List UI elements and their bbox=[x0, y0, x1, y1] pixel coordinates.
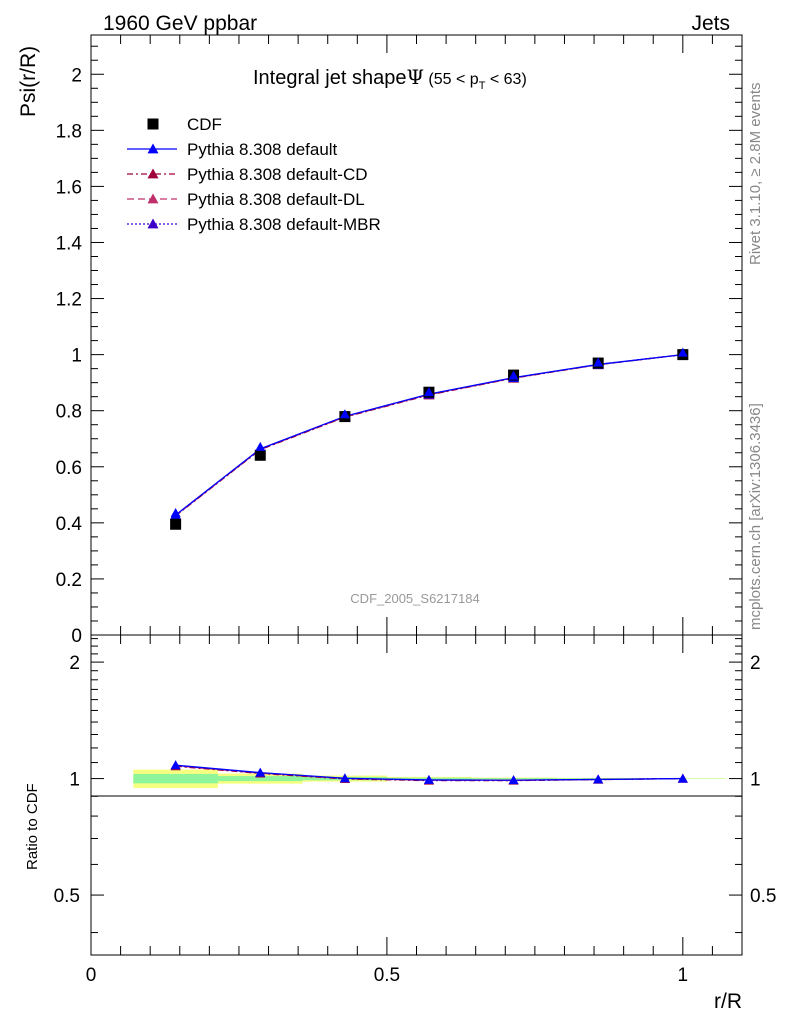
chart-title-main: Integral jet shape bbox=[253, 67, 406, 89]
ratio-y-tick-label: 2 bbox=[69, 653, 80, 674]
ratio-point-pythia-8-308-default bbox=[423, 774, 434, 784]
ratio-y-tick-label: 0.5 bbox=[54, 886, 80, 907]
chart-title-range-sub: T bbox=[479, 80, 486, 92]
series-line-pythia-8-308-default bbox=[175, 353, 683, 516]
series-line-pythia-8-308-default-dl bbox=[175, 353, 683, 517]
ratio-panel: 0.5 0.51 12 2 0 0.5 1 Ratio to CDF r/R bbox=[24, 634, 776, 1013]
legend: CDF Pythia 8.308 default Pythia 8.308 defa… bbox=[127, 115, 381, 234]
chart-title-range-post: < 63) bbox=[485, 71, 526, 88]
main-y-ticks: 0 0.2 0.4 0.6 0.8 1 1.2 1.4 1.6 1.8 2 bbox=[56, 45, 742, 647]
ratio-point-pythia-8-308-default bbox=[255, 767, 266, 777]
ratio-series-layer bbox=[170, 760, 688, 785]
main-series-layer bbox=[170, 347, 689, 530]
main-y-tick-label: 0.6 bbox=[56, 458, 82, 479]
ratio-point-pythia-8-308-default bbox=[170, 760, 181, 770]
legend-label-cdf: CDF bbox=[187, 115, 222, 134]
main-y-tick-label: 0.8 bbox=[56, 402, 82, 423]
legend-marker-pythia-8-308-default-cd bbox=[147, 168, 159, 179]
analysis-watermark: CDF_2005_S6217184 bbox=[350, 591, 479, 606]
legend-marker-pythia-8-308-default-mbr bbox=[147, 218, 159, 229]
legend-label-pythia-8-308-default-mbr: Pythia 8.308 default-MBR bbox=[187, 215, 381, 234]
point-pythia-default-top bbox=[508, 370, 519, 380]
x-tick-label: 1 bbox=[678, 965, 689, 986]
main-panel: 0 0.2 0.4 0.6 0.8 1 1.2 1.4 1.6 1.8 2 Psi(r/R) Int… bbox=[17, 34, 743, 647]
chart-title-range: (55 < p bbox=[424, 71, 479, 88]
ratio-x-ticks: 0 0.5 1 bbox=[86, 635, 743, 986]
ratio-frame bbox=[90, 634, 743, 956]
point-pythia-default-top bbox=[255, 441, 266, 451]
point-cdf bbox=[170, 518, 182, 530]
header-jets: Jets bbox=[691, 12, 730, 35]
main-y-axis-label: Psi(r/R) bbox=[17, 46, 40, 117]
main-y-tick-label: 1.2 bbox=[56, 290, 82, 311]
ratio-band-inner bbox=[133, 773, 218, 784]
point-cdf bbox=[254, 449, 266, 461]
x-tick-label: 0 bbox=[86, 965, 97, 986]
ratio-y-tick-label: 1 bbox=[69, 770, 80, 791]
series-line-pythia-8-308-default-mbr bbox=[175, 353, 683, 516]
chart-title-psi: Ψ bbox=[406, 65, 424, 89]
point-pythia-default-top bbox=[423, 387, 434, 397]
ratio-y-tick-label-right: 0.5 bbox=[750, 886, 776, 907]
legend-marker-pythia-8-308-default bbox=[147, 143, 159, 154]
ratio-band-inner bbox=[217, 776, 303, 782]
main-y-tick-label: 1.6 bbox=[56, 177, 82, 198]
ratio-point-pythia-8-308-default bbox=[677, 773, 688, 783]
x-axis-label: r/R bbox=[714, 990, 742, 1013]
main-y-tick-label: 0.2 bbox=[56, 570, 82, 591]
ratio-point-pythia-8-308-default bbox=[339, 773, 350, 783]
ratio-y-ticks: 0.5 0.5 1 1 2 2 bbox=[54, 638, 776, 934]
point-pythia-default-top bbox=[170, 508, 181, 517]
point-pythia-default-top bbox=[339, 409, 350, 419]
main-y-tick-label: 0.4 bbox=[56, 514, 83, 535]
legend-marker-pythia-8-308-default-dl bbox=[147, 193, 159, 204]
rivet-version-label: Rivet 3.1.10, ≥ 2.8M events bbox=[747, 83, 764, 266]
header-energy: 1960 GeV ppbar bbox=[103, 12, 257, 35]
mcplots-label: mcplots.cern.ch [arXiv:1306.3436] bbox=[747, 403, 764, 630]
legend-label-pythia-8-308-default-cd: Pythia 8.308 default-CD bbox=[187, 165, 368, 184]
point-pythia-default-top bbox=[677, 347, 688, 357]
legend-label-pythia-8-308-default-dl: Pythia 8.308 default-DL bbox=[187, 190, 365, 209]
ratio-point-pythia-8-308-default bbox=[593, 774, 604, 784]
main-y-tick-label: 1 bbox=[71, 346, 82, 367]
main-y-tick-label: 2 bbox=[71, 65, 82, 86]
x-tick-label: 0.5 bbox=[374, 965, 400, 986]
legend-label-pythia-8-308-default: Pythia 8.308 default bbox=[187, 140, 338, 159]
ratio-y-axis-label: Ratio to CDF bbox=[24, 783, 41, 870]
chart-title: Integral jet shapeΨ (55 < pT < 63) bbox=[253, 65, 527, 92]
main-y-tick-label: 1.8 bbox=[56, 121, 82, 142]
ratio-y-tick-label-right: 2 bbox=[750, 653, 761, 674]
main-x-ticks bbox=[90, 35, 743, 635]
main-y-tick-label: 0 bbox=[71, 626, 82, 647]
legend-marker-cdf bbox=[147, 118, 159, 130]
ratio-y-tick-label-right: 1 bbox=[750, 770, 761, 791]
point-pythia-default-top bbox=[593, 357, 604, 367]
main-y-tick-label: 1.4 bbox=[56, 233, 83, 254]
series-line-pythia-8-308-default-cd bbox=[175, 353, 683, 517]
ratio-point-pythia-8-308-default bbox=[508, 775, 519, 785]
